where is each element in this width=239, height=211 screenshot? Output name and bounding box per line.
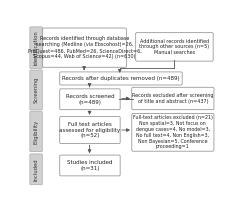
Text: Identification: Identification xyxy=(33,30,38,65)
FancyBboxPatch shape xyxy=(60,72,182,85)
FancyBboxPatch shape xyxy=(43,28,126,67)
FancyBboxPatch shape xyxy=(60,116,120,143)
FancyBboxPatch shape xyxy=(132,114,214,151)
FancyBboxPatch shape xyxy=(30,27,42,68)
Text: Full-text articles excluded (n=21)
Non spatial=3, Not focus on
dengue cases=4, N: Full-text articles excluded (n=21) Non s… xyxy=(133,115,213,149)
FancyBboxPatch shape xyxy=(60,89,120,110)
FancyBboxPatch shape xyxy=(30,70,42,110)
FancyBboxPatch shape xyxy=(136,33,213,61)
Text: Records screened
(n=489): Records screened (n=489) xyxy=(66,94,114,105)
Text: Records after duplicates removed (n=489): Records after duplicates removed (n=489) xyxy=(62,76,180,81)
FancyBboxPatch shape xyxy=(30,154,42,185)
Text: Eligibility: Eligibility xyxy=(33,119,38,144)
Text: Records identified through database
searching (Medline (via Ebscohost)=26,
ProQu: Records identified through database sear… xyxy=(28,37,141,59)
FancyBboxPatch shape xyxy=(30,112,42,151)
Text: Screening: Screening xyxy=(33,77,38,103)
Text: Records excluded after screening
of title and abstract (n=437): Records excluded after screening of titl… xyxy=(132,93,214,104)
FancyBboxPatch shape xyxy=(132,87,214,110)
Text: Full text articles
assessed for eligibility
(n=52): Full text articles assessed for eligibil… xyxy=(59,122,120,138)
Text: Studies included
(n=31): Studies included (n=31) xyxy=(67,160,113,171)
Text: Additional records identified
through other sources (n=5)
Manual searches: Additional records identified through ot… xyxy=(139,39,209,55)
Text: Included: Included xyxy=(33,158,38,181)
FancyBboxPatch shape xyxy=(60,155,120,176)
